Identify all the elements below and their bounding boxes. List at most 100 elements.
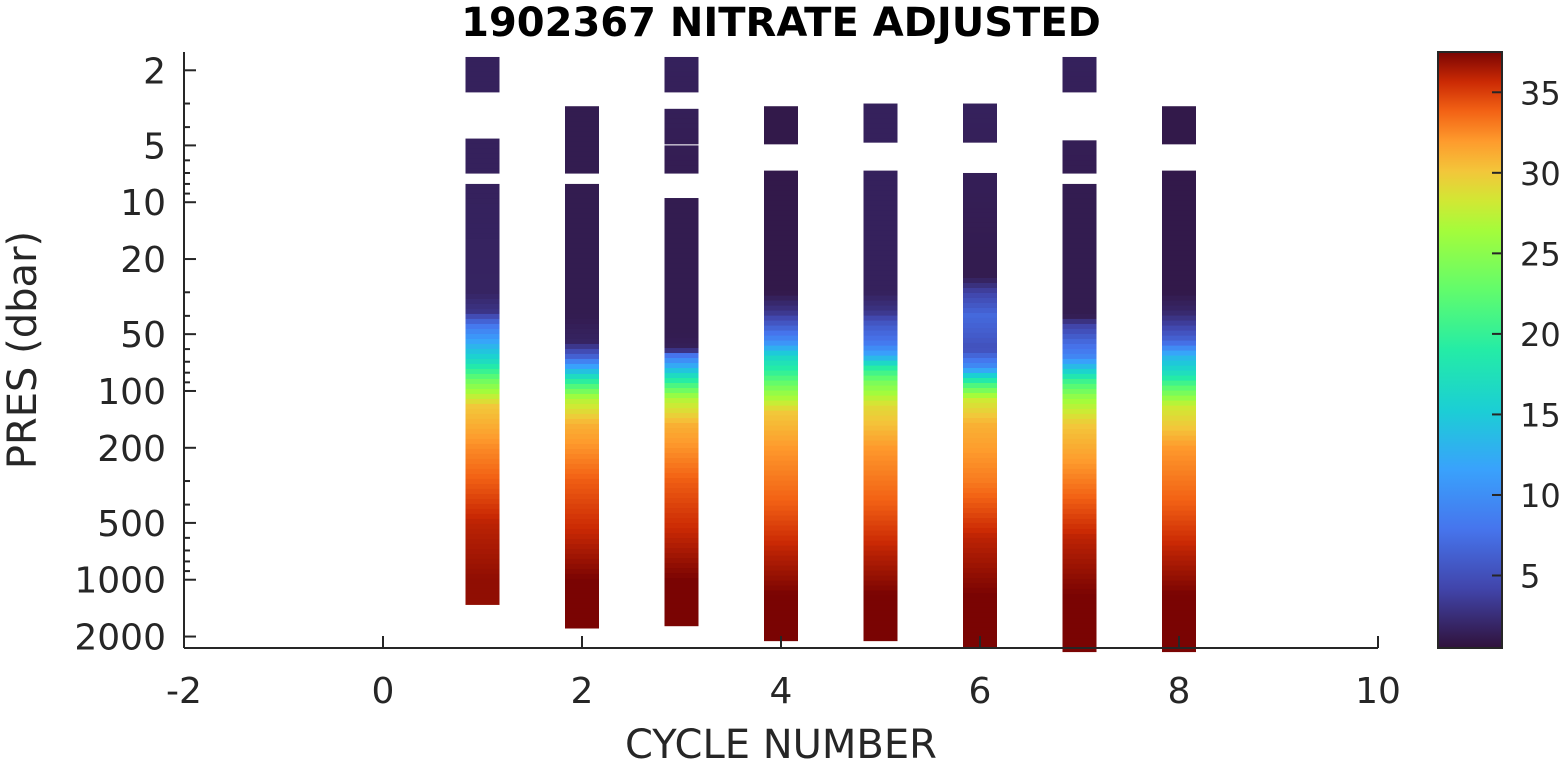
profile-cell <box>465 303 500 310</box>
profile-cell <box>465 458 500 465</box>
profile-cell <box>764 195 798 202</box>
profile-cell <box>664 368 699 374</box>
profile-cell <box>1062 423 1097 430</box>
profile-cell <box>863 450 898 457</box>
profile-cell <box>1162 550 1196 557</box>
profile-cell <box>565 513 599 520</box>
profile-cell <box>465 553 500 560</box>
profile-cell <box>565 533 599 540</box>
profile-cell <box>764 620 798 627</box>
profile-cell <box>465 488 500 495</box>
profile-cell <box>963 582 997 589</box>
profile-cell <box>1162 380 1196 387</box>
profile-cell <box>863 175 898 182</box>
profile-cell <box>465 76 500 83</box>
profile-cell <box>764 190 798 197</box>
profile-cell <box>465 473 500 480</box>
profile-cell <box>764 141 798 145</box>
profile-cell <box>565 508 599 515</box>
profile-cell <box>863 123 898 130</box>
y-tick-label: 50 <box>120 315 166 356</box>
profile-cell <box>664 413 699 419</box>
profile-cell <box>963 602 997 609</box>
profile-cell <box>664 283 699 289</box>
profile-cell <box>963 292 997 299</box>
profile-cell <box>664 508 699 514</box>
profile-cell <box>764 595 798 602</box>
profile-cell <box>764 525 798 532</box>
profile-cell <box>664 403 699 409</box>
profile-segment <box>664 145 699 174</box>
profile-cell <box>764 220 798 227</box>
profile-cell <box>963 572 997 579</box>
profile-cell <box>664 468 699 474</box>
profile-cell <box>565 233 599 240</box>
profile-cell <box>664 603 699 609</box>
profile-cell <box>565 518 599 525</box>
profile-cell <box>963 357 997 364</box>
x-tick-label: 10 <box>1355 671 1401 712</box>
profile-segment <box>1062 140 1097 174</box>
profile-cell <box>1162 405 1196 412</box>
profile-cell <box>565 213 599 220</box>
profile-segment <box>764 106 798 145</box>
profile-cell <box>1162 440 1196 447</box>
profile-cell <box>465 318 500 325</box>
profile-cell <box>565 413 599 420</box>
profile-cell <box>1062 358 1097 365</box>
profile-cell <box>764 615 798 622</box>
profile-segment <box>863 170 898 642</box>
profile-cell <box>565 528 599 535</box>
profile-cell <box>664 438 699 444</box>
profile-cell <box>664 418 699 424</box>
profile-cell <box>963 462 997 469</box>
profile-cell <box>963 387 997 394</box>
profile-cell <box>1062 66 1097 73</box>
profile-cell <box>963 607 997 614</box>
profile-cell <box>664 160 699 166</box>
profile-cell <box>1162 575 1196 582</box>
profile-cell <box>664 458 699 464</box>
profile-cell <box>1162 320 1196 327</box>
profile-cell <box>1062 243 1097 250</box>
profile-cell <box>664 223 699 229</box>
profile-cell <box>465 578 500 585</box>
profile-cell <box>764 565 798 572</box>
profile-cell <box>1062 463 1097 470</box>
profile-cell <box>764 400 798 407</box>
profile-cell <box>664 478 699 484</box>
profile-cell <box>863 250 898 257</box>
profile-cell <box>863 295 898 302</box>
profile-cell <box>1162 235 1196 242</box>
profile-cycle-6 <box>963 103 997 649</box>
colorbar-tick-label: 15 <box>1520 396 1561 434</box>
profile-cell <box>1162 195 1196 202</box>
profile-cell <box>664 323 699 329</box>
profile-cell <box>1162 625 1196 632</box>
profile-cell <box>863 133 898 140</box>
profile-cell <box>863 375 898 382</box>
profile-cell <box>863 340 898 347</box>
profile-cell <box>465 288 500 295</box>
profile-cell <box>1162 175 1196 182</box>
profile-cell <box>1162 410 1196 417</box>
profile-cell <box>963 128 997 135</box>
profile-cell <box>1062 323 1097 330</box>
profile-cell <box>1062 218 1097 225</box>
profile-cell <box>863 220 898 227</box>
profile-cell <box>565 458 599 465</box>
profile-cell <box>565 548 599 555</box>
profile-cell <box>465 243 500 250</box>
profile-cell <box>1062 593 1097 600</box>
profile-cell <box>963 567 997 574</box>
profile-cell <box>465 323 500 330</box>
profile-cell <box>863 620 898 627</box>
profile-cell <box>1062 313 1097 320</box>
profile-cell <box>963 282 997 289</box>
profile-cell <box>664 558 699 564</box>
profile-cell <box>963 202 997 209</box>
profile-cell <box>1162 520 1196 527</box>
profile-cell <box>664 578 699 584</box>
profile-cell <box>1162 340 1196 347</box>
